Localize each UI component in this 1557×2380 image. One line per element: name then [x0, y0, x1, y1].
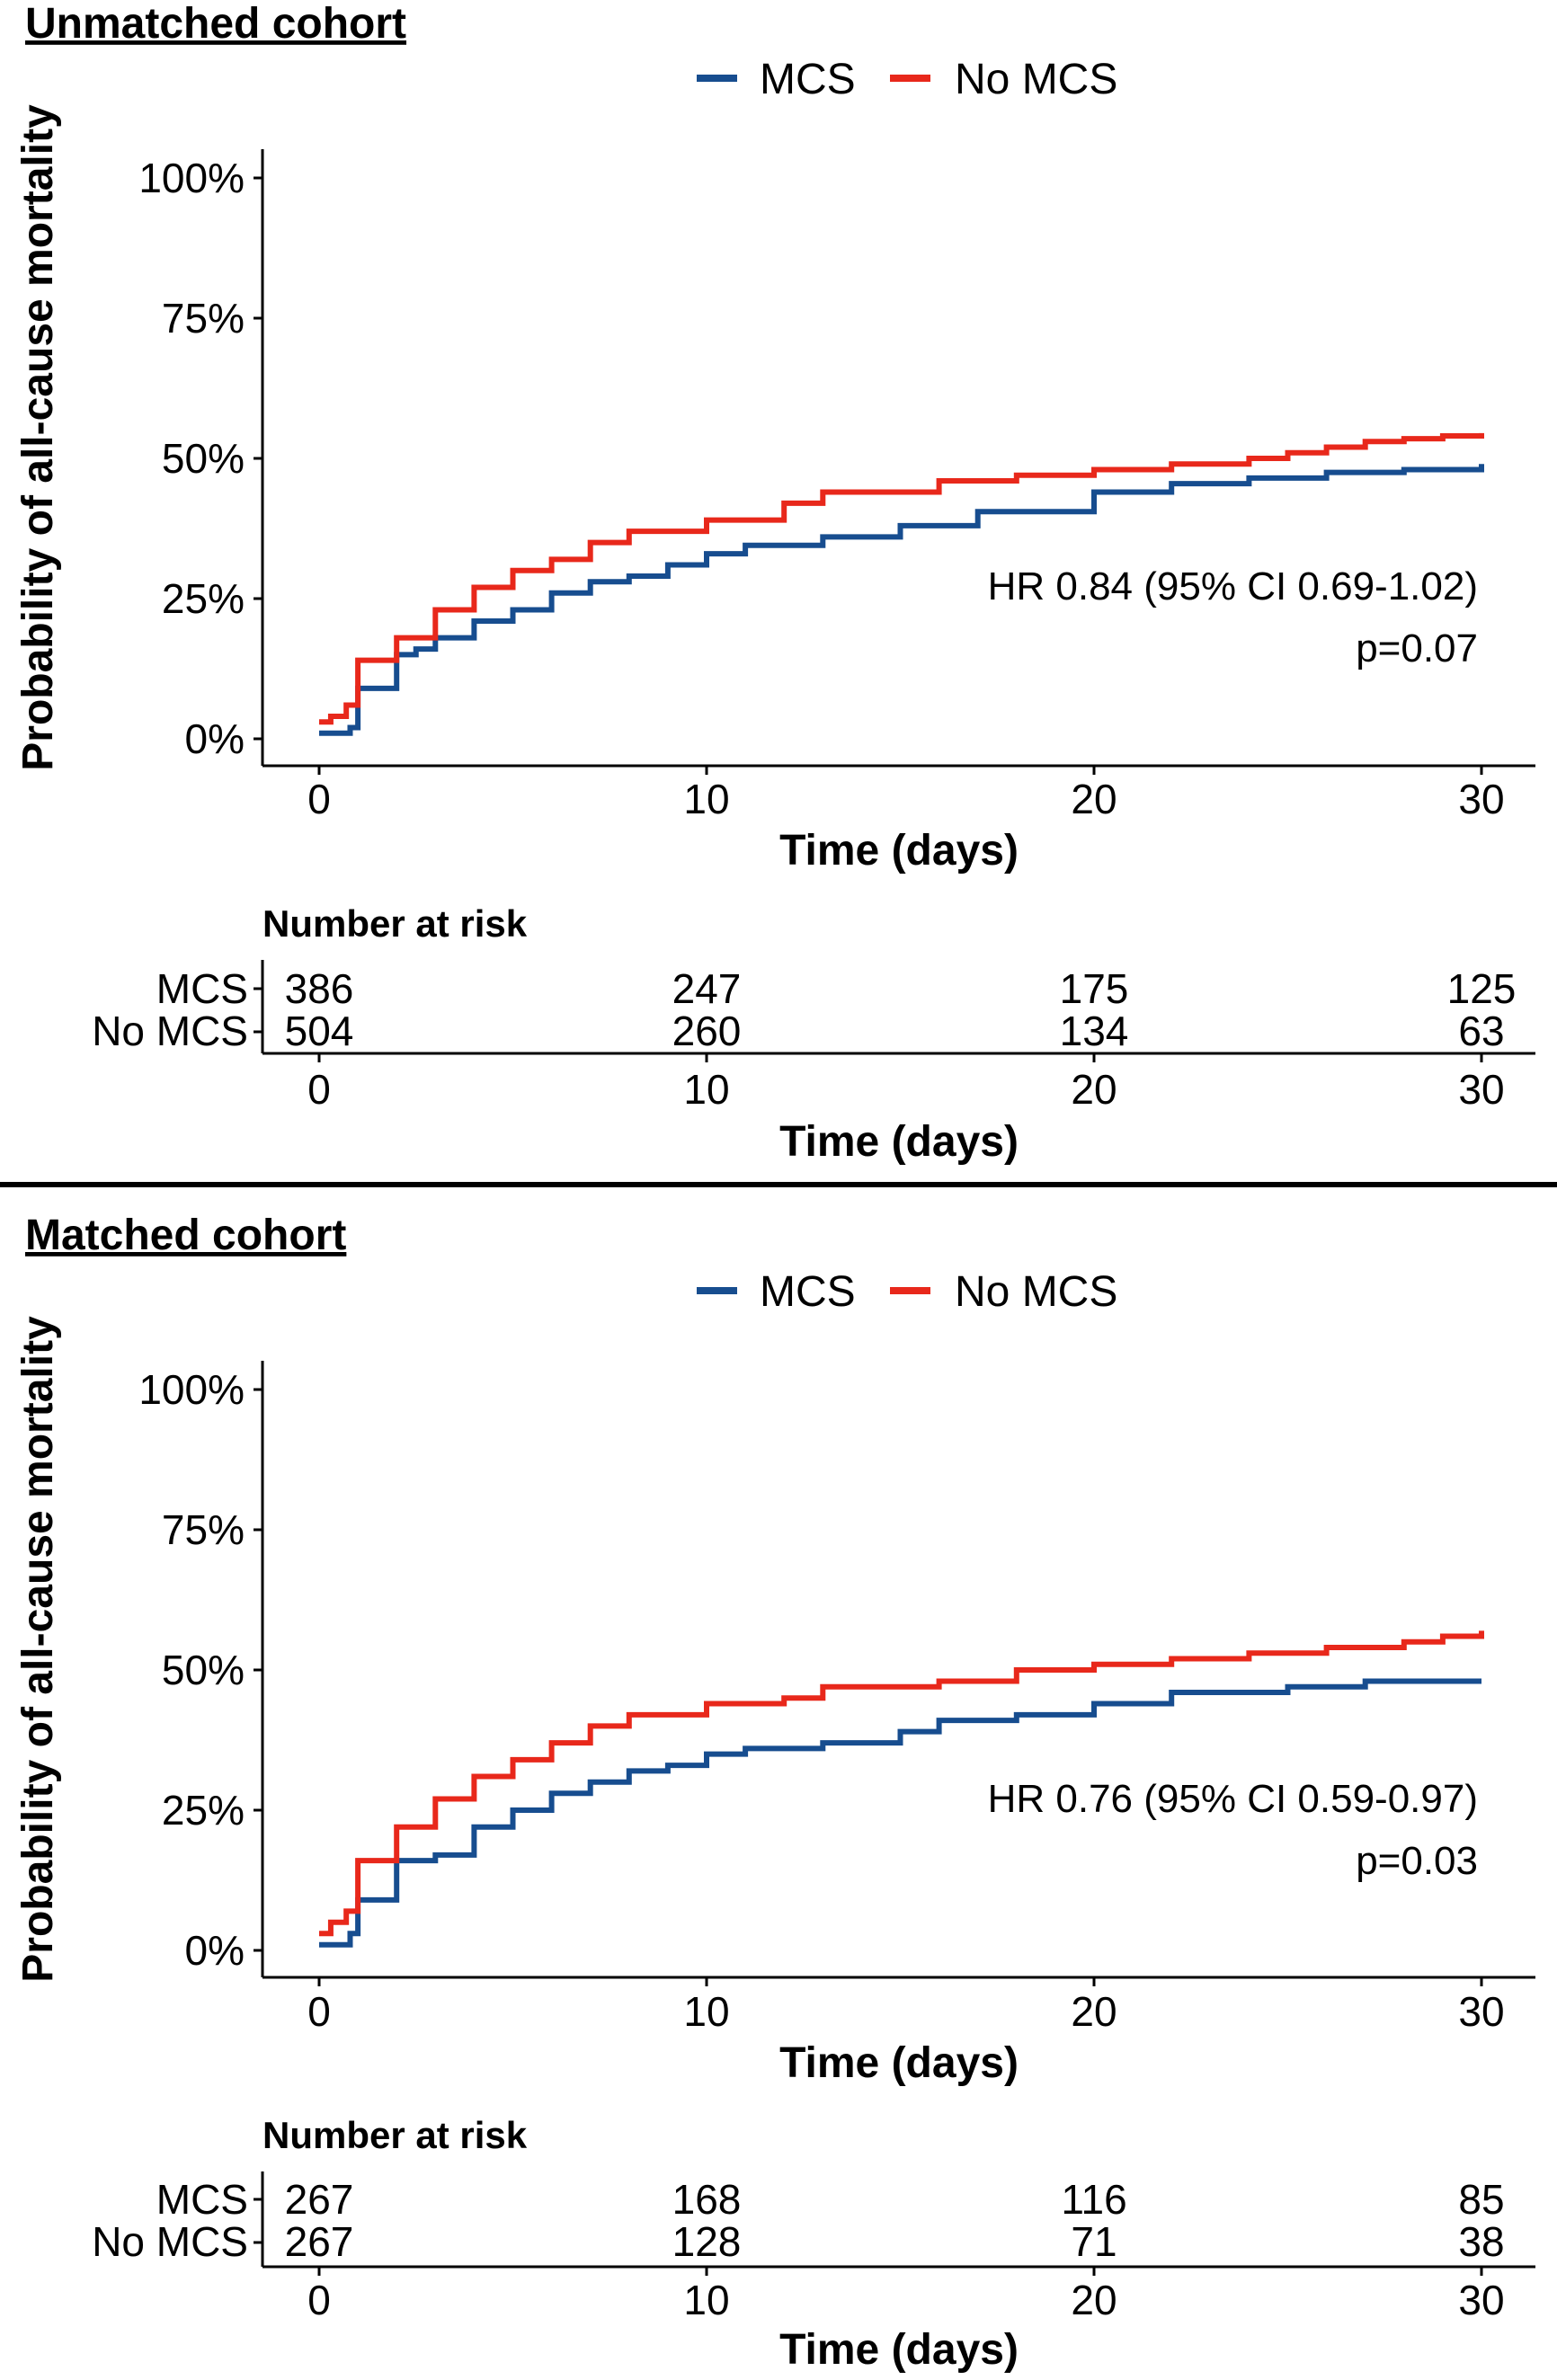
risk-value: 267: [285, 2176, 354, 2223]
panel-title: Unmatched cohort: [25, 0, 406, 48]
legend-label-mcs: MCS: [760, 56, 856, 103]
risk-table: Number at risk MCS No MCS 267 168 116 85267…: [92, 2114, 1535, 2374]
risk-values: 386 247 175 125 504 260 134 63 0 10 20 30: [285, 965, 1517, 1113]
legend-label-no-mcs: No MCS: [955, 56, 1117, 103]
p-value-annotation: p=0.07: [1356, 626, 1478, 670]
risk-value: 71: [1071, 2218, 1117, 2265]
x-axis: 0 10 20 30: [307, 766, 1505, 822]
y-tick-label: 25%: [162, 1787, 245, 1834]
x-tick-label: 20: [1071, 1988, 1117, 2035]
x-tick-label: 0: [307, 776, 331, 822]
risk-x-tick-label: 20: [1071, 2277, 1117, 2323]
y-tick-label: 0%: [185, 715, 245, 762]
x-tick-label: 10: [683, 776, 729, 822]
risk-value: 260: [672, 1008, 742, 1054]
y-tick-label: 50%: [162, 435, 245, 482]
legend: MCS No MCS: [697, 56, 1117, 103]
p-value-annotation: p=0.03: [1356, 1839, 1478, 1883]
risk-x-tick-label: 0: [307, 2277, 331, 2323]
risk-table-title: Number at risk: [262, 2114, 528, 2156]
risk-value: 85: [1458, 2176, 1504, 2223]
panel-matched: Matched cohort MCS No MCS Probability of…: [14, 1212, 1535, 2374]
plot-series: [319, 1630, 1484, 1948]
risk-value: 386: [285, 965, 354, 1012]
risk-x-tick-label: 10: [683, 2277, 729, 2323]
x-tick-label: 30: [1458, 776, 1504, 822]
x-axis-title: Time (days): [779, 2039, 1019, 2087]
x-tick-label: 10: [683, 1988, 729, 2035]
panel-title: Matched cohort: [25, 1212, 346, 1259]
risk-value: 116: [1061, 2176, 1126, 2223]
risk-x-tick-label: 30: [1458, 2277, 1504, 2323]
y-axis-title: Probability of all-cause mortality: [14, 1316, 62, 1983]
risk-x-tick-label: 0: [307, 1066, 331, 1113]
y-tick-label: 50%: [162, 1647, 245, 1693]
x-tick-label: 20: [1071, 776, 1117, 822]
y-tick-label: 100%: [138, 155, 245, 201]
x-tick-label: 0: [307, 1988, 331, 2035]
y-tick-label: 75%: [162, 295, 245, 342]
risk-x-tick-label: 10: [683, 1066, 729, 1113]
y-tick-label: 100%: [138, 1366, 245, 1413]
risk-x-tick-label: 30: [1458, 1066, 1504, 1113]
risk-value: 247: [672, 965, 742, 1012]
x-axis: 0 10 20 30: [307, 1977, 1505, 2035]
risk-values: 267 168 116 85 267 128 71 38 0 10 20 30: [285, 2176, 1505, 2323]
risk-group-label: MCS: [156, 965, 248, 1012]
legend-label-mcs: MCS: [760, 1268, 856, 1316]
risk-value: 134: [1060, 1008, 1129, 1054]
risk-table-title: Number at risk: [262, 902, 528, 945]
risk-value: 175: [1060, 965, 1129, 1012]
panel-unmatched: Unmatched cohort MCS No MCS Probability …: [14, 0, 1535, 1166]
legend: MCS No MCS: [697, 1268, 1117, 1316]
hr-annotation: HR 0.76 (95% CI 0.59-0.97): [988, 1777, 1478, 1821]
y-tick-label: 25%: [162, 575, 245, 622]
risk-group-label: MCS: [156, 2176, 248, 2223]
risk-value: 267: [285, 2218, 354, 2265]
series-line-no-mcs: [319, 1630, 1484, 1937]
plot-series: [319, 432, 1484, 736]
risk-value: 38: [1458, 2218, 1504, 2265]
y-axis: 0% 25% 50% 75% 100%: [138, 155, 262, 762]
risk-table-x-axis-title: Time (days): [779, 1118, 1019, 1166]
y-tick-label: 0%: [185, 1927, 245, 1974]
series-line-no-mcs: [319, 432, 1484, 725]
y-axis: 0% 25% 50% 75% 100%: [138, 1366, 262, 1974]
hr-annotation: HR 0.84 (95% CI 0.69-1.02): [988, 564, 1478, 608]
risk-value: 125: [1447, 965, 1517, 1012]
y-axis-title: Probability of all-cause mortality: [14, 104, 62, 771]
y-tick-label: 75%: [162, 1506, 245, 1553]
legend-label-no-mcs: No MCS: [955, 1268, 1117, 1316]
risk-table-x-axis-title: Time (days): [779, 2326, 1019, 2374]
risk-value: 168: [672, 2176, 742, 2223]
risk-value: 504: [285, 1008, 354, 1054]
risk-table: Number at risk MCS No MCS 386 247 175 125 50…: [92, 902, 1535, 1166]
series-line-mcs: [319, 464, 1484, 736]
risk-value: 128: [672, 2218, 742, 2265]
x-tick-label: 30: [1458, 1988, 1504, 2035]
risk-group-label: No MCS: [92, 1008, 248, 1054]
risk-value: 63: [1458, 1008, 1504, 1054]
risk-group-label: No MCS: [92, 2218, 248, 2265]
risk-x-tick-label: 20: [1071, 1066, 1117, 1113]
x-axis-title: Time (days): [779, 827, 1019, 875]
